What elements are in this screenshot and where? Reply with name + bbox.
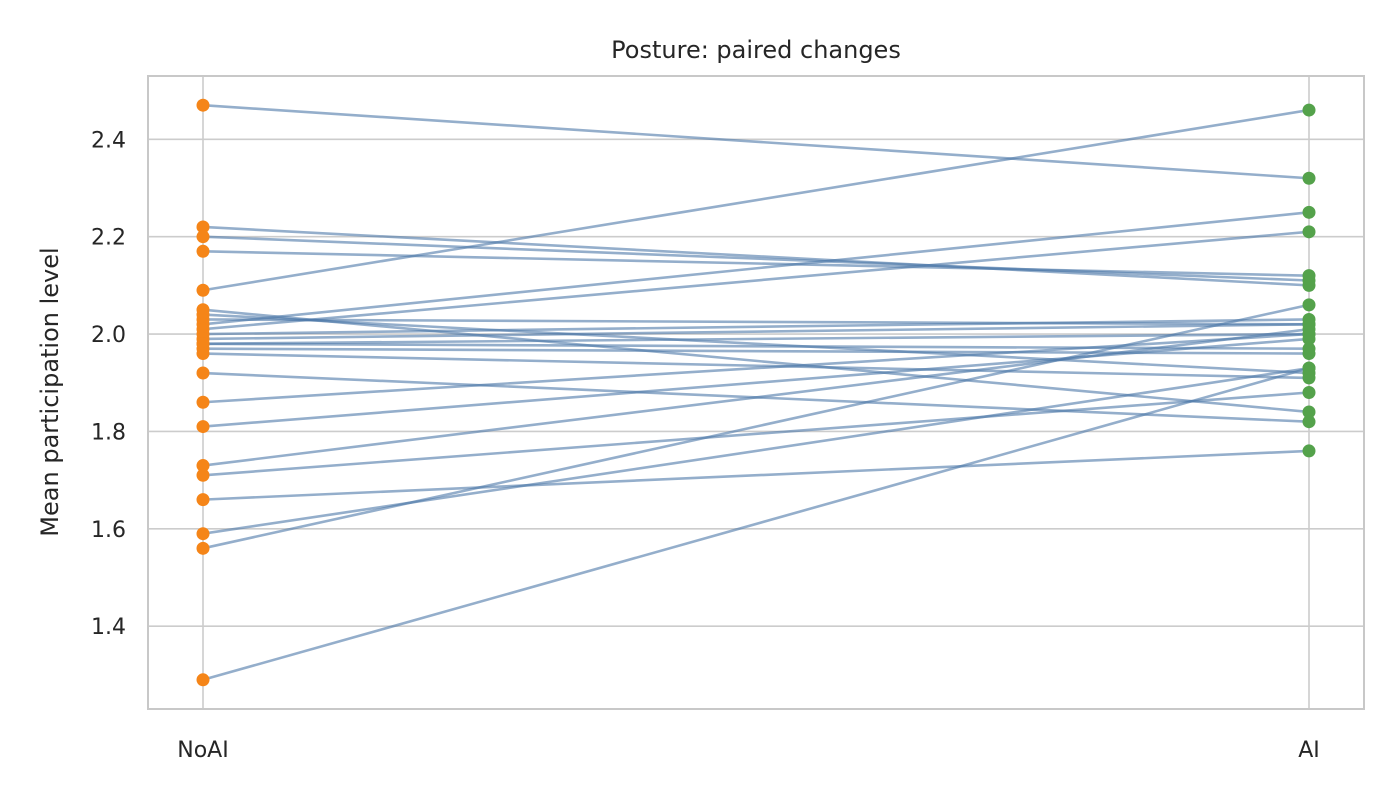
pair-line (202, 249, 1310, 277)
noai-point (196, 283, 210, 297)
noai-point (196, 468, 210, 482)
ai-point (1302, 103, 1316, 117)
chart-title: Posture: paired changes (611, 36, 901, 64)
ai-point (1302, 171, 1316, 185)
pair-line (202, 323, 1310, 341)
x-tick-label: AI (1298, 738, 1320, 763)
noai-point (196, 527, 210, 541)
pair-line (202, 108, 1310, 292)
ai-point (1302, 347, 1316, 361)
pair-line (202, 230, 1310, 331)
pair-line (202, 352, 1310, 380)
ai-point (1302, 269, 1316, 283)
pair-line (202, 332, 1310, 346)
noai-point (196, 673, 210, 687)
pair-line (202, 103, 1310, 180)
pair-line (202, 366, 1310, 682)
pair-line (202, 235, 1310, 282)
ai-point (1302, 225, 1316, 239)
pair-line (202, 318, 1310, 326)
markers (196, 98, 1316, 687)
ai-point (1302, 332, 1316, 346)
ai-point (1302, 361, 1316, 375)
ai-point (1302, 205, 1316, 219)
plot-frame (147, 75, 1365, 710)
y-tick-label: 1.6 (91, 518, 126, 543)
pair-line (202, 327, 1310, 467)
noai-point (196, 493, 210, 507)
y-tick-label: 1.8 (91, 420, 126, 445)
noai-point (196, 244, 210, 258)
y-axis-label: Mean participation level (36, 247, 64, 536)
ai-point (1302, 386, 1316, 399)
grid (148, 76, 1364, 709)
ai-point (1302, 322, 1316, 336)
y-tick-label: 2.2 (91, 226, 126, 251)
ai-point (1302, 405, 1316, 419)
noai-point (196, 230, 210, 244)
pair-line (202, 449, 1310, 501)
ai-point (1302, 298, 1316, 312)
x-tick-label: NoAI (177, 738, 228, 763)
pair-line (202, 313, 1310, 375)
noai-point (196, 366, 210, 380)
noai-point (196, 541, 210, 555)
y-tick-label: 2.0 (91, 323, 126, 348)
noai-point (196, 98, 210, 112)
pair-lines (202, 103, 1310, 682)
pair-line (202, 211, 1310, 326)
ai-point (1302, 415, 1316, 429)
pair-line (202, 225, 1310, 287)
pair-line (202, 303, 1310, 550)
pair-line (202, 342, 1310, 350)
noai-point (196, 420, 210, 434)
y-tick-label: 1.4 (91, 615, 126, 640)
ai-point (1302, 444, 1316, 458)
noai-point (196, 220, 210, 234)
pair-line (202, 318, 1310, 336)
pair-line (202, 366, 1310, 535)
noai-point (196, 395, 210, 409)
y-tick-label: 2.4 (91, 128, 126, 153)
pair-line (202, 337, 1310, 428)
noai-point (196, 459, 210, 473)
ai-point (1302, 371, 1316, 385)
x-tick-labels: NoAI AI (177, 738, 1320, 763)
noai-point (196, 347, 210, 361)
y-tick-labels: 1.4 1.6 1.8 2.0 2.2 2.4 (91, 128, 126, 640)
pair-line (202, 391, 1310, 477)
